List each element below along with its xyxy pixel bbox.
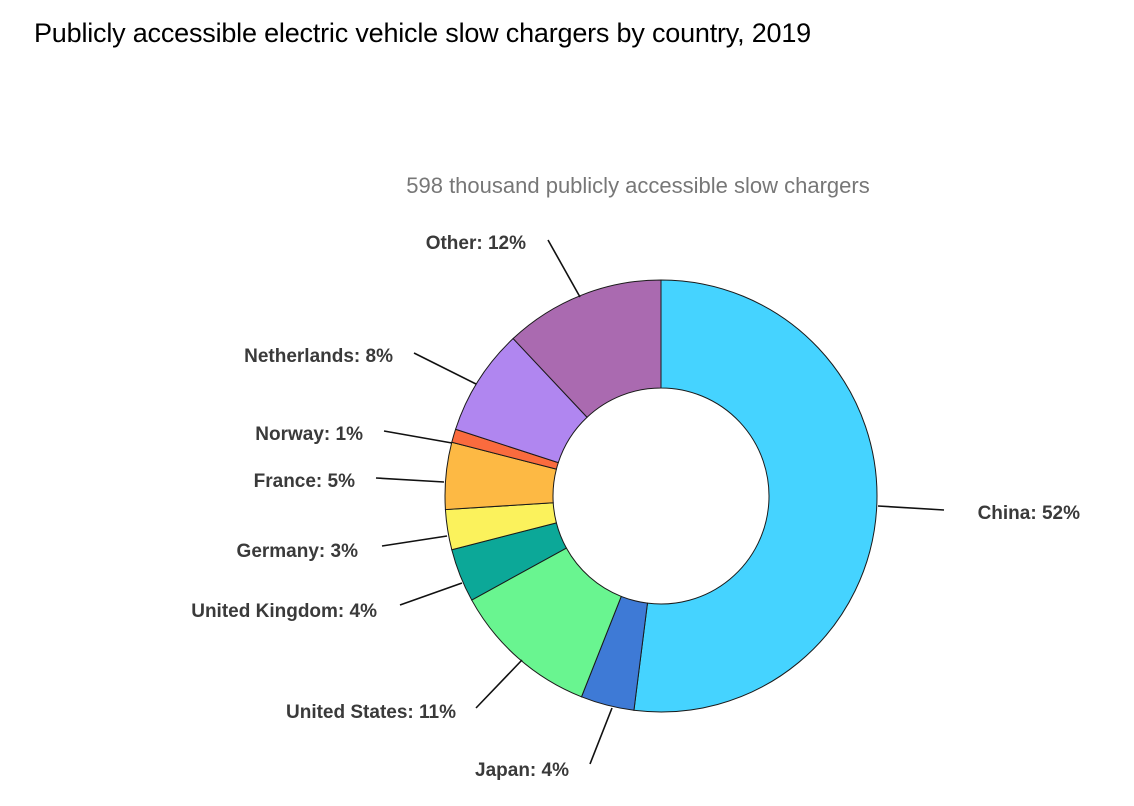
slice-label-united-kingdom: United Kingdom: 4% — [191, 601, 377, 622]
chart-title: Publicly accessible electric vehicle slo… — [34, 18, 811, 48]
leader-line-germany — [381, 535, 448, 547]
leader-line-other — [547, 239, 581, 298]
leader-line-japan — [589, 707, 613, 765]
slice-label-france: France: 5% — [254, 471, 355, 492]
chart-subtitle: 598 thousand publicly accessible slow ch… — [406, 173, 869, 198]
leader-line-china — [877, 505, 945, 511]
slices-group — [444, 279, 878, 713]
leader-line-united-states — [475, 659, 523, 709]
leader-line-united-kingdom — [399, 582, 463, 606]
slice-label-germany: Germany: 3% — [237, 541, 359, 562]
slice-label-japan: Japan: 4% — [475, 760, 569, 781]
leader-line-france — [375, 477, 445, 483]
slice-label-netherlands: Netherlands: 8% — [244, 346, 393, 367]
slice-other — [512, 279, 662, 418]
slice-label-china: China: 52% — [978, 503, 1081, 524]
leader-line-netherlands — [413, 352, 477, 385]
leader-lines-group — [375, 239, 945, 765]
labels-group: China: 52% Japan: 4% United States: 11% Uni… — [191, 233, 1080, 781]
slice-label-united-states: United States: 11% — [286, 702, 456, 723]
slice-china — [633, 279, 878, 713]
slice-label-other: Other: 12% — [426, 233, 526, 254]
slice-label-norway: Norway: 1% — [255, 424, 363, 445]
leader-line-norway — [383, 430, 453, 444]
